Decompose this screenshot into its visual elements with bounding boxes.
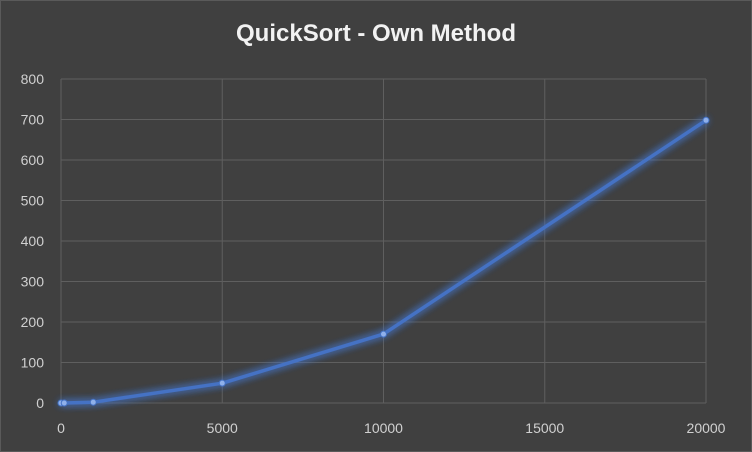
x-tick-label: 5000: [207, 420, 238, 436]
x-tick-label: 20000: [687, 420, 726, 436]
x-tick-label: 15000: [525, 420, 564, 436]
x-tick-label: 10000: [364, 420, 403, 436]
data-point: [380, 330, 387, 338]
chart-title: QuickSort - Own Method: [236, 20, 516, 47]
y-tick-label: 700: [21, 112, 45, 128]
y-tick-label: 500: [21, 193, 45, 209]
y-tick-label: 800: [21, 71, 45, 87]
y-tick-label: 600: [21, 152, 45, 168]
series-layer: [57, 116, 710, 407]
data-point: [60, 399, 68, 407]
y-tick-label: 100: [21, 355, 45, 371]
data-point: [89, 398, 97, 406]
x-tick-label: 0: [57, 420, 65, 436]
y-tick-label: 200: [21, 314, 45, 330]
y-tick-label: 0: [36, 395, 44, 411]
y-tick-label: 400: [21, 233, 45, 249]
grid-lines: [60, 78, 707, 404]
axis-tick-labels: 0 100 200 300 400 500 600 700 800 0 5000 10000 15000…: [21, 71, 726, 436]
y-tick-label: 300: [21, 274, 45, 290]
data-point: [218, 379, 226, 387]
data-point: [702, 116, 710, 124]
